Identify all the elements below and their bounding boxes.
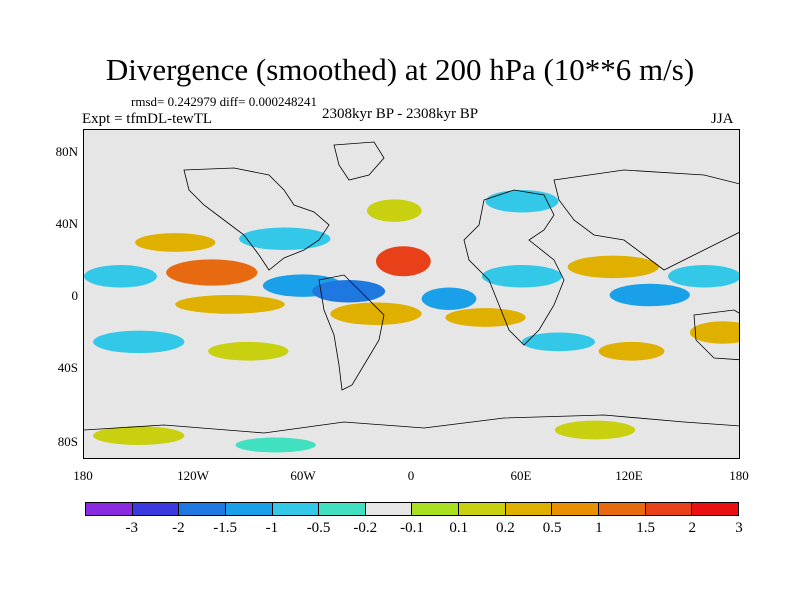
lat-label-40s: 40S: [57, 360, 78, 375]
field-anomaly: [235, 437, 316, 453]
field-anomaly: [330, 302, 422, 325]
field-anomaly: [208, 341, 289, 361]
europe-africa-coast: [463, 189, 565, 346]
field-anomaly: [554, 420, 636, 440]
colorbar-swatch: [272, 503, 320, 515]
field-anomaly: [421, 287, 477, 310]
experiment-label: Expt = tfmDL-tewTL: [82, 111, 213, 127]
colorbar-swatch: [459, 503, 506, 515]
map-canvas: [84, 141, 739, 453]
colorbar-swatch: [86, 503, 133, 515]
lat-label-80n: 80N: [55, 144, 78, 159]
lon-label-180w: 180: [73, 468, 93, 483]
australia-coast: [693, 309, 739, 361]
colorbar-swatch: [505, 503, 553, 515]
colorbar-label: 1: [595, 520, 603, 536]
field-anomaly: [481, 265, 563, 288]
season-label: JJA: [711, 111, 734, 127]
field-anomaly: [93, 426, 185, 445]
colorbar-swatch: [132, 503, 180, 515]
colorbar-swatch: [225, 503, 273, 515]
south-america-coast: [318, 274, 385, 391]
lon-label-120w: 120W: [177, 468, 209, 483]
field-anomaly: [522, 332, 595, 352]
field-anomaly: [445, 308, 526, 327]
colorbar-swatch: [599, 503, 646, 515]
lon-label-0: 0: [407, 468, 415, 483]
field-anomaly: [135, 233, 216, 252]
field-anomaly: [366, 199, 422, 222]
field-anomaly: [485, 190, 559, 213]
field-anomaly: [668, 265, 739, 288]
field-anomaly: [567, 255, 659, 279]
colorbar-label: -3: [125, 520, 138, 536]
lon-label-60e: 60E: [510, 468, 532, 483]
field-anomaly: [609, 283, 690, 307]
colorbar-label: 1.5: [636, 520, 655, 536]
antarctica-coast: [84, 414, 739, 434]
colorbar-label: -0.5: [306, 520, 331, 536]
north-america-coast: [183, 167, 330, 271]
colorbar-swatch: [645, 503, 693, 515]
lon-label-120e: 120E: [615, 468, 643, 483]
colorbar-label: -0.2: [353, 520, 378, 536]
colorbar-swatch: [365, 503, 413, 515]
plot-title: Divergence (smoothed) at 200 hPa (10**6 …: [105, 52, 695, 87]
field-anomaly: [376, 246, 431, 277]
lat-label-40n: 40N: [55, 216, 78, 231]
colorbar-label: -0.1: [400, 520, 424, 536]
field-anomaly: [84, 265, 157, 288]
colorbar-label: 2: [688, 520, 697, 536]
lon-label-180e: 180: [729, 468, 749, 483]
field-anomaly: [166, 259, 258, 286]
field-anomaly: [598, 341, 665, 361]
greenland-coast: [333, 141, 385, 181]
colorbar: [85, 502, 739, 516]
colorbar-swatch: [552, 503, 600, 515]
asia-coast: [553, 169, 739, 271]
colorbar-label: -2: [172, 520, 185, 536]
lat-label-0: 0: [71, 288, 79, 303]
field-anomaly: [239, 227, 331, 250]
lon-label-60w: 60W: [290, 468, 316, 483]
colorbar-swatch: [692, 503, 738, 515]
colorbar-label: -1.5: [213, 520, 238, 536]
field-anomaly: [93, 330, 185, 354]
field-anomaly: [175, 295, 285, 314]
colorbar-label: -1: [265, 520, 279, 536]
lat-label-80s: 80S: [57, 434, 78, 449]
colorbar-swatch: [412, 503, 460, 515]
colorbar-label: 3: [735, 520, 743, 536]
divergence-map: [83, 129, 740, 459]
period-label: 2308kyr BP - 2308kyr BP: [322, 106, 479, 122]
colorbar-swatch: [319, 503, 366, 515]
divergence-field: [84, 190, 739, 453]
colorbar-label: 0.5: [542, 520, 562, 536]
field-anomaly: [689, 321, 739, 344]
colorbar-label: 0.1: [449, 520, 469, 536]
stats-text: rmsd= 0.242979 diff= 0.000248241: [131, 94, 317, 109]
colorbar-swatch: [179, 503, 226, 515]
field-anomaly: [312, 280, 386, 303]
colorbar-label: 0.2: [496, 520, 515, 536]
coastlines: [84, 141, 739, 434]
